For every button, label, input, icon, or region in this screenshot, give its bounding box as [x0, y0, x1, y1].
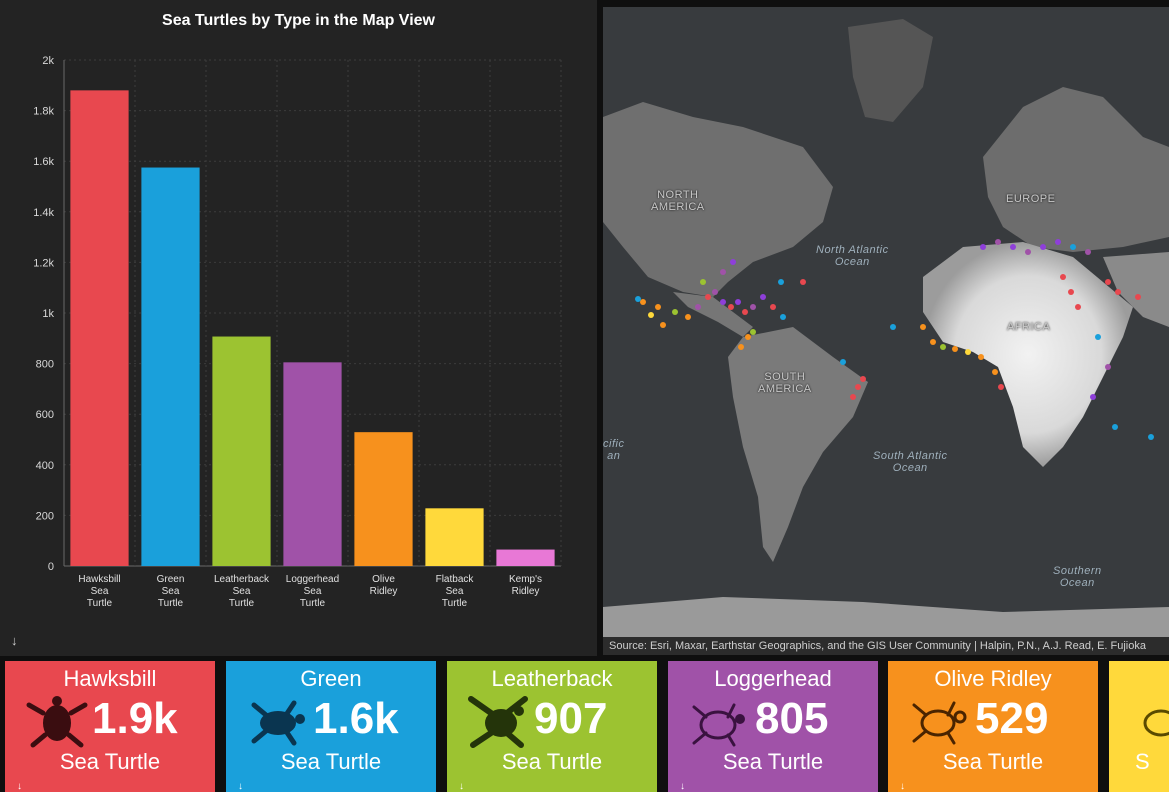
chart-panel: Sea Turtles by Type in the Map View 0 200…: [0, 0, 597, 656]
north-america-shape: [603, 102, 833, 297]
x-tick-label: Sea: [304, 586, 322, 597]
card-title: Leatherback: [491, 666, 613, 691]
x-tick-label: Sea: [162, 586, 180, 597]
bar-chart: 0 200 400 600 800 1k 1.2k 1.4k 1.6k 1.8k 2k Hawksbi…: [33, 55, 562, 609]
y-tick-label: 1.6k: [33, 156, 54, 168]
y-tick-label: 600: [36, 409, 54, 421]
label-pacific-partial: cific an: [603, 438, 625, 462]
indicator-cards: Hawksbill 1.9k Sea Turtle ↓ Green 1.6k S…: [0, 661, 1169, 792]
y-tick-label: 1.8k: [33, 106, 54, 118]
card-title: Loggerhead: [714, 666, 832, 691]
y-tick-label: 1k: [42, 308, 54, 320]
x-tick-label: Turtle: [87, 598, 113, 609]
middle-east-shape: [1103, 252, 1169, 327]
card-value: 1.9k: [92, 694, 178, 743]
x-tick-label: Sea: [446, 586, 464, 597]
card-export-icon[interactable]: ↓: [459, 781, 464, 792]
x-tick-label: Hawksbill: [78, 574, 120, 585]
x-tick-label: Sea: [91, 586, 109, 597]
chart-title: Sea Turtles by Type in the Map View: [162, 12, 435, 29]
x-tick-label: Turtle: [442, 598, 468, 609]
x-tick-label: Turtle: [300, 598, 326, 609]
card-subtitle: Sea Turtle: [280, 749, 382, 774]
x-tick-label: Kemp's: [509, 574, 542, 585]
x-tick-label: Loggerhead: [286, 574, 339, 585]
export-icon[interactable]: ↓: [11, 633, 18, 648]
card-value: 907: [534, 694, 608, 743]
central-america-shape: [673, 292, 753, 337]
label-south-america: SOUTH AMERICA: [758, 371, 812, 395]
x-tick-label: Ridley: [512, 586, 540, 597]
card-subtitle: Sea Turtle: [942, 749, 1044, 774]
x-tick-label: Turtle: [158, 598, 184, 609]
bar-olive-ridley: [354, 432, 413, 566]
card-flatback-partial[interactable]: S: [1109, 661, 1169, 792]
card-value: 529: [975, 694, 1049, 743]
y-tick-label: 400: [36, 460, 54, 472]
europe-shape: [983, 87, 1169, 252]
card-leatherback[interactable]: Leatherback 907 Sea Turtle ↓: [447, 661, 657, 792]
card-subtitle: Sea Turtle: [722, 749, 824, 774]
bar-loggerhead-sea-turtle: [283, 362, 342, 566]
card-title: Olive Ridley: [934, 666, 1052, 691]
x-tick-label: Ridley: [370, 586, 398, 597]
card-export-icon[interactable]: ↓: [238, 781, 243, 792]
card-loggerhead[interactable]: Loggerhead 805 Sea Turtle ↓: [668, 661, 878, 792]
bar-green-sea-turtle: [141, 167, 200, 566]
loggerhead-turtle-icon: [692, 703, 745, 747]
south-america-shape: [728, 327, 868, 562]
olive-ridley-turtle-icon: [912, 701, 967, 745]
y-tick-label: 800: [36, 359, 54, 371]
card-green[interactable]: Green 1.6k Sea Turtle ↓: [226, 661, 436, 792]
green-turtle-icon: [251, 700, 305, 746]
x-tick-label: Green: [157, 574, 185, 585]
y-tick-label: 1.4k: [33, 207, 54, 219]
sighting-points: [635, 239, 1154, 440]
card-subtitle: Sea Turtle: [59, 749, 161, 774]
card-export-icon[interactable]: ↓: [17, 781, 22, 792]
x-tick-label: Flatback: [436, 574, 475, 585]
y-tick-label: 1.2k: [33, 257, 54, 269]
flatback-turtle-icon: [1143, 709, 1169, 737]
label-africa: AFRICA: [1007, 321, 1051, 333]
x-tick-label: Turtle: [229, 598, 255, 609]
x-tick-label: Olive: [372, 574, 395, 585]
y-tick-label: 0: [48, 561, 54, 573]
map-attribution: Source: Esri, Maxar, Earthstar Geographi…: [603, 637, 1169, 655]
card-export-icon[interactable]: ↓: [900, 781, 905, 792]
card-value: 805: [755, 694, 829, 743]
y-tick-label: 2k: [42, 55, 54, 67]
x-tick-label: Leatherback: [214, 574, 270, 585]
card-subtitle: Sea Turtle: [501, 749, 603, 774]
label-north-atlantic: North Atlantic Ocean: [816, 244, 889, 268]
bar-flatback-sea-turtle: [425, 508, 484, 566]
card-value: 1.6k: [313, 694, 399, 743]
y-tick-label: 200: [36, 510, 54, 522]
card-olive-ridley[interactable]: Olive Ridley 529 Sea Turtle ↓: [888, 661, 1098, 792]
bar-hawksbill-sea-turtle: [70, 90, 129, 567]
label-south-atlantic: South Atlantic Ocean: [873, 450, 948, 474]
hawksbill-turtle-icon: [26, 696, 88, 748]
label-europe: EUROPE: [1006, 193, 1056, 205]
card-subtitle: S: [1135, 749, 1150, 774]
world-map[interactable]: [603, 7, 1169, 655]
label-north-america: NORTH AMERICA: [651, 189, 705, 213]
leatherback-turtle-icon: [468, 696, 528, 748]
card-hawksbill[interactable]: Hawksbill 1.9k Sea Turtle ↓: [5, 661, 215, 792]
map-view[interactable]: NORTH AMERICA EUROPE AFRICA SOUTH AMERIC…: [603, 7, 1169, 655]
card-export-icon[interactable]: ↓: [680, 781, 685, 792]
bar-leatherback-sea-turtle: [212, 336, 271, 566]
label-southern-ocean: Southern Ocean: [1053, 565, 1102, 589]
greenland-shape: [848, 19, 933, 122]
x-tick-label: Sea: [233, 586, 251, 597]
africa-shape: [923, 242, 1133, 467]
card-title: Hawksbill: [63, 666, 157, 691]
card-title: Green: [300, 666, 362, 691]
bar-kemps-ridley: [496, 549, 555, 566]
